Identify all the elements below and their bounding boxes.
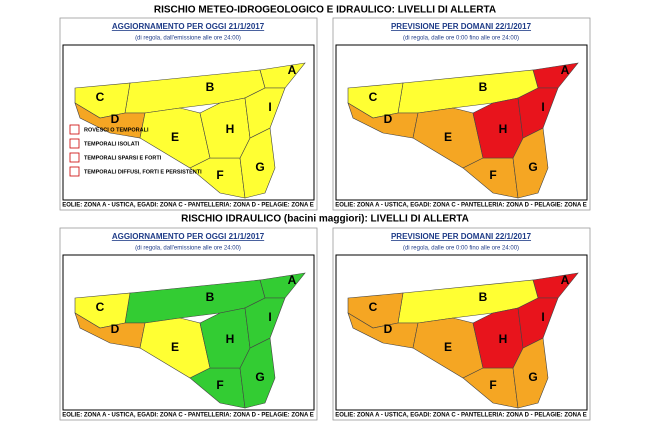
legend-icon [69,152,80,163]
panel-subheader: (di regola, dall'emissione alle ore 24:0… [135,246,241,252]
zone [244,87,286,139]
zone [244,297,286,349]
panel: PREVISIONE PER DOMANI 22/1/2017 (di regol… [332,17,591,211]
zone-label: I [268,310,271,324]
zone-label: E [171,340,179,354]
zone-label: A [561,63,570,77]
panel-header: PREVISIONE PER DOMANI 22/1/2017 [391,232,532,241]
section-title: RISCHIO IDRAULICO (bacini maggiori): LIV… [181,214,469,225]
zone-label: I [268,100,271,114]
panel: PREVISIONE PER DOMANI 22/1/2017 (di regol… [332,227,591,421]
zone-label: C [369,90,378,104]
zone-label: F [489,168,496,182]
zone-label: B [206,80,215,94]
zone-label: H [226,122,235,136]
zone-label: I [541,100,544,114]
zone-label: A [288,273,297,287]
zone-label: H [226,332,235,346]
panel-subheader: (di regola, dalle ore 0:00 fino alle ore… [403,246,519,252]
panel-header: AGGIORNAMENTO PER OGGI 21/1/2017 [112,22,265,31]
panel-header: PREVISIONE PER DOMANI 22/1/2017 [391,22,532,31]
panel-subheader: (di regola, dall'emissione alle ore 24:0… [135,36,241,42]
zone-label: B [479,290,488,304]
zone-label: A [288,63,297,77]
panel-footer: EOLIE: ZONA A - USTICA, EGADI: ZONA C - … [62,203,314,209]
legend-label: TEMPORALI DIFFUSI, FORTI E PERSISTENTI [84,169,202,175]
panel-footer: EOLIE: ZONA A - USTICA, EGADI: ZONA C - … [335,203,587,209]
zone-label: I [541,310,544,324]
zone-label: B [479,80,488,94]
zone-label: E [444,130,452,144]
legend-icon [69,138,80,149]
panel-subheader: (di regola, dalle ore 0:00 fino alle ore… [403,36,519,42]
zone-label: F [216,378,223,392]
zone-label: D [111,322,120,336]
zone-label: F [489,378,496,392]
zone-label: D [384,322,393,336]
map: A B CD E F G H I [347,62,579,199]
legend-icon [69,124,80,135]
map: A B CD E F G H I [74,62,306,199]
section-title: RISCHIO METEO-IDROGEOLOGICO E IDRAULICO:… [154,5,496,16]
zone [517,297,559,349]
zone-label: A [561,273,570,287]
panel-footer: EOLIE: ZONA A - USTICA, EGADI: ZONA C - … [62,413,314,419]
zone-label: H [499,122,508,136]
map: A B CD E F G H I [74,272,306,409]
zone-label: D [111,112,120,126]
zone [517,87,559,139]
zone-label: H [499,332,508,346]
legend-label: TEMPORALI SPARSI E FORTI [84,155,162,161]
panel: AGGIORNAMENTO PER OGGI 21/1/2017 (di rego… [59,227,318,421]
zone-label: D [384,112,393,126]
zone-label: F [216,168,223,182]
map: A B CD E F G H I [347,272,579,409]
zone-label: G [255,370,264,384]
legend-icon [69,166,80,177]
zone-label: G [528,370,537,384]
zone-label: C [96,90,105,104]
panel-header: AGGIORNAMENTO PER OGGI 21/1/2017 [112,232,265,241]
legend-label: TEMPORALI ISOLATI [84,141,140,147]
panel-footer: EOLIE: ZONA A - USTICA, EGADI: ZONA C - … [335,413,587,419]
legend-label: ROVESCI O TEMPORALI [84,127,149,133]
zone-label: E [444,340,452,354]
zone-label: C [96,300,105,314]
zone-label: E [171,130,179,144]
zone-label: C [369,300,378,314]
zone-label: G [528,160,537,174]
panel: AGGIORNAMENTO PER OGGI 21/1/2017 (di rego… [59,17,318,211]
zone-label: G [255,160,264,174]
zone-label: B [206,290,215,304]
